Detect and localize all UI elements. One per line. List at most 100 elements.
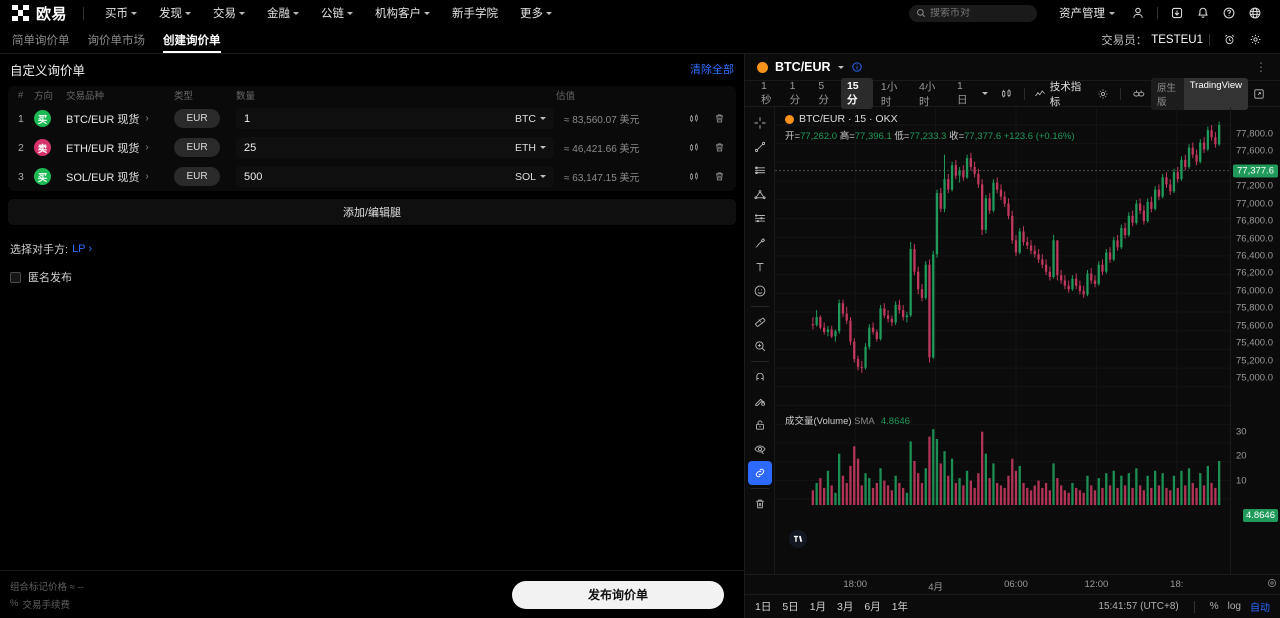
quantity-input-wrapper[interactable]: ETH: [236, 137, 554, 158]
leg-type-pill[interactable]: EUR: [174, 109, 220, 128]
chart-settings-gear-icon[interactable]: [1092, 88, 1114, 100]
chart-toggle-icon[interactable]: [688, 112, 701, 125]
nav-item-label: 交易: [213, 8, 237, 20]
range-6月[interactable]: 6月: [864, 601, 881, 613]
globe-icon[interactable]: [1242, 2, 1268, 24]
trend-line-icon[interactable]: [748, 135, 772, 159]
drawing-mode-icon[interactable]: [748, 389, 772, 413]
currency-selector[interactable]: ETH: [515, 142, 546, 154]
fib-retracement-icon[interactable]: [748, 207, 772, 231]
leg-type-pill[interactable]: EUR: [174, 167, 220, 186]
leg-type-pill[interactable]: EUR: [174, 138, 220, 157]
range-5日[interactable]: 5日: [782, 601, 799, 613]
timeframe-5分[interactable]: 5分: [818, 80, 829, 106]
fullscreen-icon[interactable]: [1248, 88, 1270, 100]
quantity-input[interactable]: [244, 141, 515, 154]
side-toggle-buy[interactable]: 买: [34, 110, 51, 127]
crosshair-icon[interactable]: [748, 111, 772, 135]
quantity-input-wrapper[interactable]: SOL: [236, 166, 554, 187]
anonymous-publish-row[interactable]: 匿名发布: [0, 257, 744, 285]
timeframe-1日[interactable]: 1日: [957, 80, 968, 106]
add-edit-leg-button[interactable]: 添加/编辑腿: [8, 199, 736, 225]
quantity-input[interactable]: [244, 112, 515, 125]
magnet-icon[interactable]: [748, 365, 772, 389]
compare-symbol-icon[interactable]: [1127, 87, 1151, 100]
chart-menu-icon[interactable]: ⋮: [1255, 60, 1268, 74]
pitchfork-icon[interactable]: [748, 183, 772, 207]
info-icon[interactable]: [851, 61, 863, 73]
download-icon[interactable]: [1164, 2, 1190, 24]
anonymous-checkbox[interactable]: [10, 271, 21, 283]
auto-scale-toggle[interactable]: 自动: [1250, 603, 1270, 614]
chart-view-toggle[interactable]: 原生版 TradingView: [1150, 77, 1249, 110]
hide-drawings-icon[interactable]: [748, 437, 772, 461]
nav-item-7[interactable]: 新手学院: [441, 5, 509, 21]
currency-selector[interactable]: SOL: [515, 171, 546, 183]
trash-icon[interactable]: [748, 492, 772, 516]
measure-ruler-icon[interactable]: [748, 310, 772, 334]
nav-item-3[interactable]: 交易: [202, 5, 256, 21]
time-axis-settings-icon[interactable]: [1266, 577, 1278, 589]
side-toggle-buy[interactable]: 买: [34, 168, 51, 185]
instrument-selector[interactable]: BTC/EUR 现货 ›: [66, 111, 174, 127]
tab-询价单市场[interactable]: 询价单市场: [87, 34, 146, 47]
price-axis[interactable]: 77,800.077,600.077,400.077,200.077,000.0…: [1230, 107, 1280, 574]
sync-link-icon[interactable]: [747, 461, 772, 485]
currency-selector[interactable]: BTC: [515, 113, 546, 125]
timeframe-15分[interactable]: 15分: [840, 78, 873, 109]
timeframe-1小时[interactable]: 1小时: [880, 80, 898, 108]
asset-management-menu[interactable]: 资产管理: [1049, 5, 1125, 21]
candle-type-icon[interactable]: [995, 87, 1018, 100]
nav-item-2[interactable]: 发现: [148, 5, 202, 21]
zoom-in-icon[interactable]: [748, 334, 772, 358]
gear-icon[interactable]: [1242, 29, 1268, 51]
nav-item-1[interactable]: 买币: [94, 5, 148, 21]
delete-leg-icon[interactable]: [713, 141, 726, 154]
counterparty-value[interactable]: LP ›: [72, 243, 92, 255]
side-toggle-sell[interactable]: 卖: [34, 139, 51, 156]
tab-创建询价单[interactable]: 创建询价单: [163, 26, 221, 53]
indicators-button[interactable]: 技术指标: [1031, 79, 1092, 109]
range-1月[interactable]: 1月: [809, 601, 827, 613]
instrument-selector[interactable]: SOL/EUR 现货 ›: [66, 169, 174, 185]
timeframe-1秒[interactable]: 1秒: [761, 80, 772, 106]
horizontal-lines-icon[interactable]: [748, 159, 772, 183]
nav-item-4[interactable]: 金融: [256, 5, 310, 21]
native-view-option[interactable]: 原生版: [1156, 82, 1176, 108]
nav-item-6[interactable]: 机构客户: [364, 5, 441, 21]
publish-rfq-button[interactable]: 发布询价单: [512, 580, 724, 609]
range-1年[interactable]: 1年: [891, 601, 909, 613]
brush-icon[interactable]: [748, 231, 772, 255]
chevron-down-icon[interactable]: [981, 92, 988, 95]
tradingview-view-option[interactable]: TradingView: [1183, 77, 1249, 110]
timeframe-4小时[interactable]: 4小时: [918, 80, 936, 108]
search-input[interactable]: [930, 7, 1030, 19]
percent-scale-toggle[interactable]: %: [1209, 601, 1219, 612]
help-icon[interactable]: [1216, 2, 1242, 24]
log-scale-toggle[interactable]: log: [1227, 601, 1241, 612]
tab-简单询价单[interactable]: 简单询价单: [12, 34, 70, 47]
text-tool-icon[interactable]: [748, 255, 772, 279]
chart-plot[interactable]: BTC/EUR · 15 · OKX 开=77,262.0 高=77,396.1…: [775, 107, 1230, 574]
range-3月[interactable]: 3月: [837, 601, 854, 613]
brand-logo[interactable]: 欧易: [12, 3, 67, 24]
chevron-down-icon[interactable]: [837, 65, 844, 69]
user-icon[interactable]: [1125, 2, 1151, 24]
alarm-icon[interactable]: [1216, 29, 1242, 51]
delete-leg-icon[interactable]: [713, 112, 726, 125]
chart-toggle-icon[interactable]: [688, 141, 701, 154]
bell-icon[interactable]: [1190, 2, 1216, 24]
quantity-input-wrapper[interactable]: BTC: [236, 108, 554, 129]
delete-leg-icon[interactable]: [713, 170, 726, 183]
chart-toggle-icon[interactable]: [688, 170, 701, 183]
lock-icon[interactable]: [748, 413, 772, 437]
instrument-selector[interactable]: ETH/EUR 现货 ›: [66, 140, 174, 156]
quantity-input[interactable]: [244, 170, 515, 183]
emoji-icon[interactable]: [748, 279, 772, 303]
search-box[interactable]: [909, 4, 1037, 22]
clear-all-button[interactable]: 清除全部: [690, 64, 734, 76]
timeframe-1分[interactable]: 1分: [789, 80, 801, 106]
nav-item-8[interactable]: 更多: [509, 5, 563, 21]
range-1日[interactable]: 1日: [755, 601, 772, 613]
nav-item-5[interactable]: 公链: [310, 5, 364, 21]
